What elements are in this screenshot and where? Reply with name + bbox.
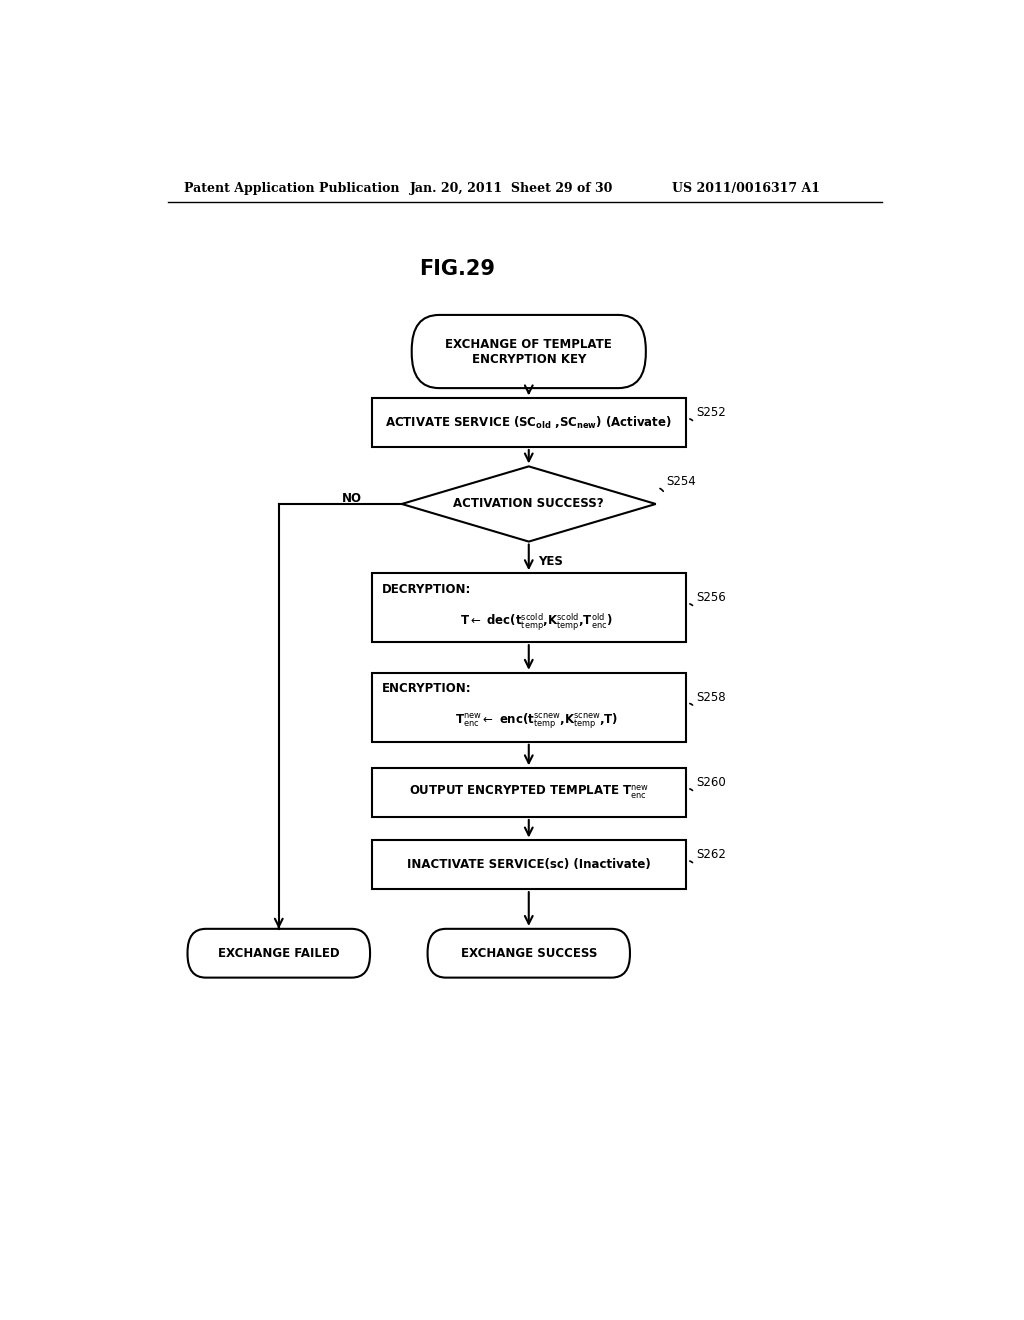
Text: NO: NO	[342, 492, 362, 506]
Text: US 2011/0016317 A1: US 2011/0016317 A1	[672, 182, 819, 195]
Text: S252: S252	[696, 407, 726, 418]
Text: ACTIVATE SERVICE (SC$_{\mathbf{old}}$ ,SC$_{\mathbf{new}}$) (Activate): ACTIVATE SERVICE (SC$_{\mathbf{old}}$ ,S…	[385, 414, 672, 430]
Bar	[372, 841, 685, 890]
Polygon shape	[401, 466, 655, 541]
Text: OUTPUT ENCRYPTED TEMPLATE T$_{\rm enc}^{\rm new}$: OUTPUT ENCRYPTED TEMPLATE T$_{\rm enc}^{…	[409, 784, 649, 801]
Text: Patent Application Publication: Patent Application Publication	[183, 182, 399, 195]
Text: S256: S256	[696, 591, 726, 605]
Bar	[372, 768, 685, 817]
FancyBboxPatch shape	[187, 929, 370, 978]
Text: ENCRYPTION:: ENCRYPTION:	[382, 682, 471, 696]
Text: S262: S262	[696, 849, 726, 861]
Text: T$_{\rm enc}^{\rm new}$$\leftarrow$ enc(t$_{\rm temp}^{\rm scnew}$,K$_{\rm temp}: T$_{\rm enc}^{\rm new}$$\leftarrow$ enc(…	[455, 711, 618, 731]
Bar	[372, 673, 685, 742]
Text: INACTIVATE SERVICE(sc) (Inactivate): INACTIVATE SERVICE(sc) (Inactivate)	[407, 858, 650, 871]
Text: Jan. 20, 2011  Sheet 29 of 30: Jan. 20, 2011 Sheet 29 of 30	[410, 182, 613, 195]
Text: T$\leftarrow$ dec(t$_{\rm temp}^{\rm scold}$,K$_{\rm temp}^{\rm scold}$,T$_{\rm : T$\leftarrow$ dec(t$_{\rm temp}^{\rm sco…	[461, 611, 613, 632]
Text: EXCHANGE FAILED: EXCHANGE FAILED	[218, 946, 340, 960]
Bar	[372, 399, 685, 447]
Text: FIG.29: FIG.29	[420, 259, 496, 280]
Text: ACTIVATION SUCCESS?: ACTIVATION SUCCESS?	[454, 498, 604, 511]
Text: YES: YES	[539, 554, 563, 568]
Text: S254: S254	[666, 475, 696, 488]
Text: S260: S260	[696, 776, 726, 789]
Text: EXCHANGE SUCCESS: EXCHANGE SUCCESS	[461, 946, 597, 960]
FancyBboxPatch shape	[412, 315, 646, 388]
Text: DECRYPTION:: DECRYPTION:	[382, 583, 471, 595]
FancyBboxPatch shape	[428, 929, 630, 978]
Text: EXCHANGE OF TEMPLATE
ENCRYPTION KEY: EXCHANGE OF TEMPLATE ENCRYPTION KEY	[445, 338, 612, 366]
Text: S258: S258	[696, 690, 725, 704]
Bar	[372, 573, 685, 643]
